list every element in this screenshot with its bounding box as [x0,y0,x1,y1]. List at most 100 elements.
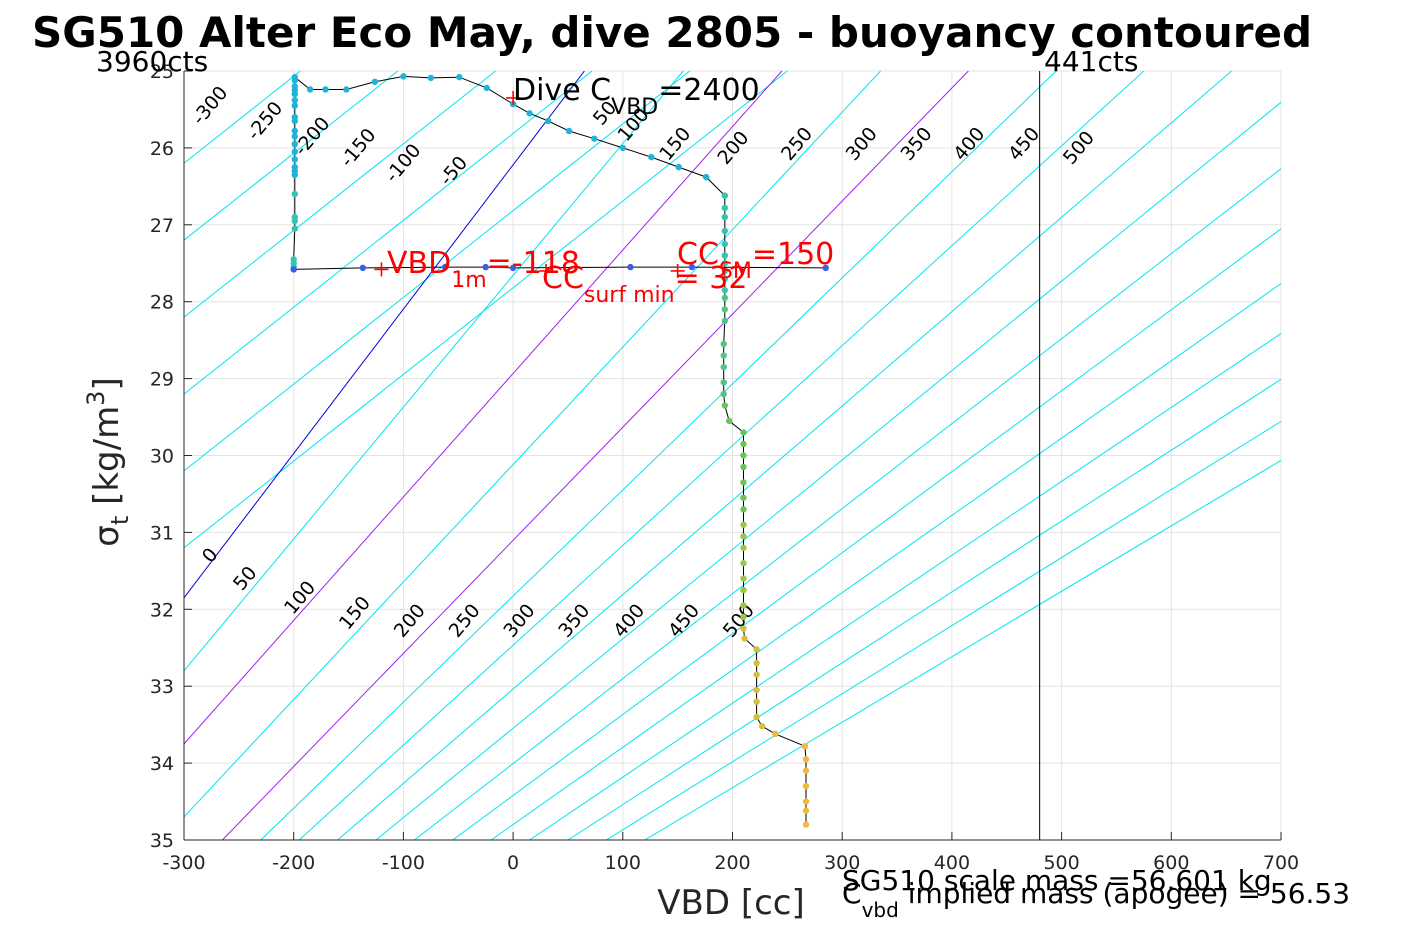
data-point [721,317,729,325]
contour-line [184,71,684,672]
data-point [721,227,729,235]
x-tick-label: -200 [272,852,315,874]
data-point [740,613,747,621]
data-point [740,452,747,459]
data-point [721,267,729,275]
data-point [740,602,747,609]
profile-line [293,75,807,825]
contour-line [490,282,1281,840]
data-point [740,463,747,471]
grid-layer [183,70,1282,841]
cross-marker [506,90,521,105]
contour-line [184,71,585,599]
y-tick-label: 30 [150,446,174,468]
contour-line [184,71,881,818]
data-point [721,240,729,248]
data-point [741,635,748,642]
data-point [291,140,298,148]
contour-line [567,378,1281,840]
data-point [740,625,747,632]
data-point [753,646,760,653]
data-point [753,713,760,721]
data-point [753,698,760,705]
vbd-1m-label: VBD1m=-118 [387,246,580,293]
contour-line [184,71,593,395]
data-point [291,97,298,104]
contour-layer [184,71,1281,840]
y-tick-label: 27 [150,215,174,237]
y-tick-label: 34 [150,753,174,775]
data-point [291,73,298,81]
contour-line [184,71,691,472]
y-tick-label: 31 [150,522,174,544]
cross-marker [539,263,554,278]
data-point [291,133,298,140]
x-axis-label: VBD [cc] [657,883,805,923]
data-point [306,86,314,93]
data-point [721,204,729,212]
contour-line [644,459,1281,840]
data-point [802,807,810,814]
contour-line [452,228,1281,840]
data-point [291,190,298,198]
data-point [291,213,298,221]
data-point [441,263,449,271]
data-point [509,264,517,272]
x-tick-label: -100 [382,852,425,874]
contour-line [222,71,969,840]
contour-line [414,168,1281,840]
data-point [720,379,727,386]
data-point [740,575,747,582]
data-point [290,256,297,263]
data-point [740,494,747,501]
data-point [721,402,729,409]
x-tick-label: 300 [824,852,860,874]
data-point [456,73,463,81]
data-point [720,390,727,398]
cross-marker [374,262,389,277]
data-point [753,686,760,694]
data-point [758,722,766,730]
data-point [400,73,407,80]
data-point [801,742,809,750]
data-point [720,340,727,348]
data-point [648,153,655,161]
contour-line [184,71,399,241]
data-point [565,127,573,135]
contour-line [184,71,496,318]
data-point [627,263,634,271]
y-tick-label: 33 [150,676,174,698]
data-point [720,363,727,371]
data-point [740,506,747,513]
data-point [482,263,489,271]
data-point [753,671,760,678]
data-point [359,264,367,272]
counts-left-label: 3960cts [96,45,208,78]
x-tick-label: 0 [507,852,519,874]
data-point [720,352,727,359]
data-point [721,294,729,302]
y-tick-label: 29 [150,369,174,391]
data-point [721,252,729,259]
data-point [483,84,490,92]
y-tick-label: 28 [150,292,174,314]
contour-line [184,71,788,549]
contour-line [298,71,1145,840]
data-point [291,127,298,135]
y-tick-label: 32 [150,599,174,621]
data-point [721,192,729,199]
data-point [688,263,696,271]
contour-line [606,420,1281,840]
x-tick-label: -300 [162,852,205,874]
data-point [427,74,435,82]
data-point [721,275,729,282]
contour-line [184,71,301,164]
data-point [726,417,733,425]
data-point [740,586,747,594]
contour-line [375,101,1281,840]
contour-line [184,71,783,745]
contour-line [260,71,1057,840]
cc-surf-min-label: CCsurf min= 32 [542,261,747,308]
